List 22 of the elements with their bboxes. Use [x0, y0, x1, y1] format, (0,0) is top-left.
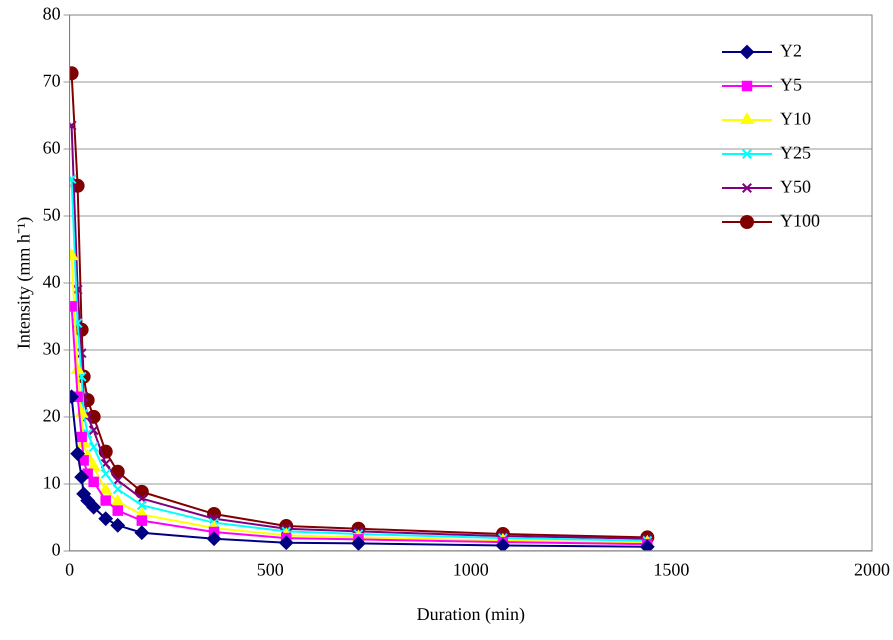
legend-label: Y25: [780, 142, 811, 163]
x-tick-label: 2000: [854, 559, 890, 580]
x-axis-title: Duration (min): [416, 604, 526, 624]
y-tick-label: 80: [42, 4, 61, 24]
x-tick-label: 0: [65, 559, 74, 580]
y-tick-label: 50: [42, 204, 61, 225]
y-axis-title: Intensity (mm h⁻¹): [14, 216, 34, 350]
y-tick-label: 40: [42, 272, 61, 292]
y-tick-label: 30: [42, 338, 61, 359]
legend-label: Y10: [780, 108, 811, 129]
legend-label: Y50: [780, 176, 811, 197]
legend-label: Y100: [780, 210, 820, 231]
y-tick-label: 60: [42, 138, 61, 158]
y-tick-label: 10: [42, 472, 61, 493]
legend-label: Y2: [780, 40, 802, 61]
y-tick-label: 20: [42, 406, 61, 426]
x-tick-label: 1000: [452, 559, 489, 580]
y-tick-label: 0: [52, 540, 61, 560]
x-tick-label: 500: [256, 559, 284, 580]
y-tick-label: 70: [42, 70, 61, 91]
x-tick-label: 1500: [653, 559, 690, 580]
legend-label: Y5: [780, 74, 802, 95]
